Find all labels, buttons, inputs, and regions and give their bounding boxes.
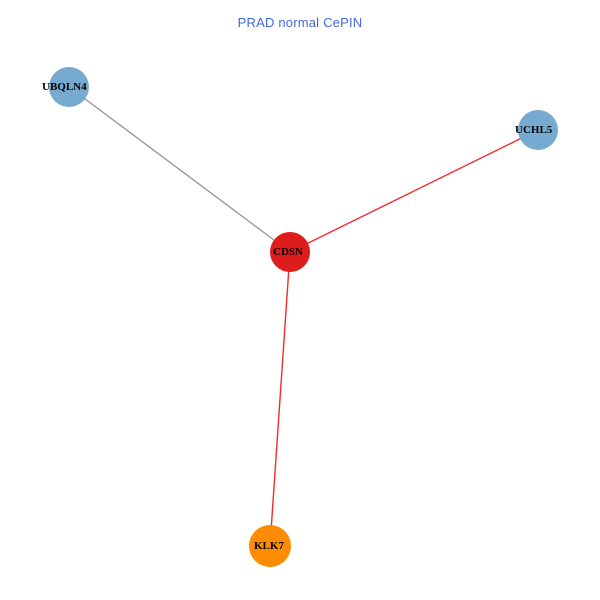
node-uchl5[interactable] [518,110,558,150]
edge-layer [68,86,539,547]
node-cdsn[interactable] [270,232,310,272]
node-ubqln4[interactable] [49,67,89,107]
node-klk7[interactable] [249,525,291,567]
edge-ubqln4-cdsn[interactable] [68,86,291,253]
node-layer [49,67,558,567]
edge-cdsn-uchl5[interactable] [289,129,539,253]
page-title: PRAD normal CePIN [237,15,363,30]
edge-cdsn-klk7[interactable] [269,251,291,547]
